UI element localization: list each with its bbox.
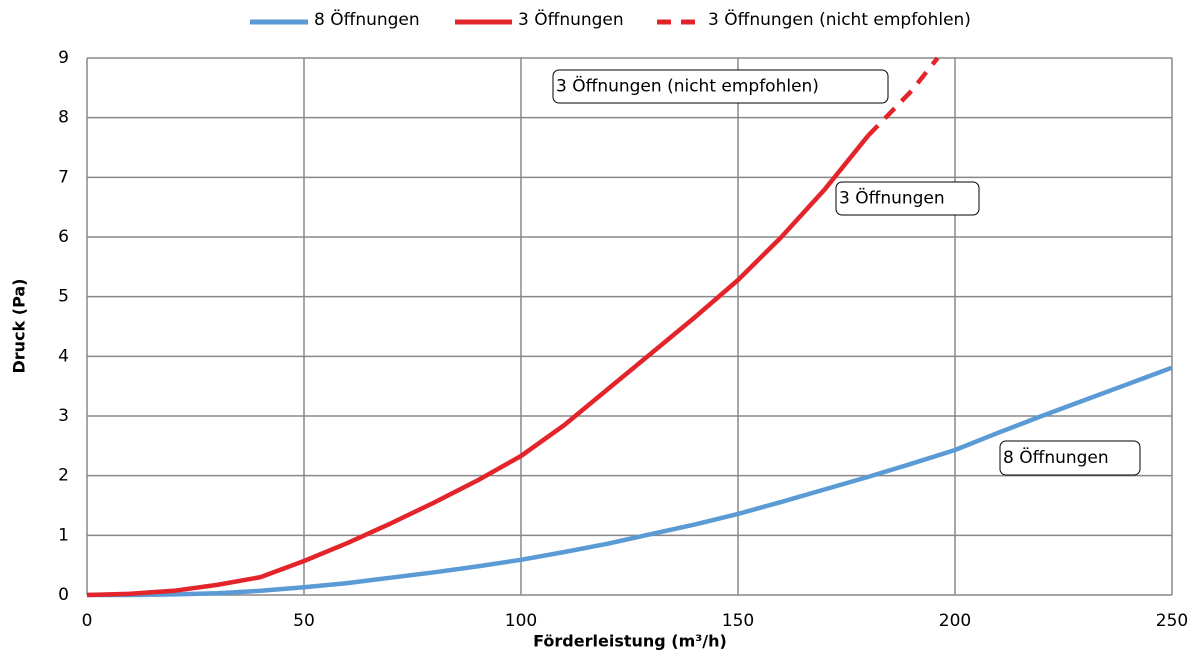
y-tick-label: 6 [58, 227, 69, 247]
series-line [86, 134, 870, 598]
y-tick-label: 1 [58, 525, 69, 545]
annotation-box [999, 440, 1141, 476]
legend-label: 8 Öffnungen [314, 8, 420, 30]
x-tick-label: 100 [505, 611, 537, 631]
y-tick-label: 9 [58, 48, 69, 68]
x-tick-label: 0 [82, 611, 93, 631]
x-tick-label: 250 [1156, 611, 1188, 631]
y-tick-label: 3 [58, 406, 69, 426]
x-axis-label: Förderleistung (m³/h) [533, 632, 727, 651]
annotation: 8 Öffnungen [1003, 446, 1109, 468]
y-tick-label: 4 [58, 346, 69, 366]
legend-label: 3 Öffnungen [518, 8, 624, 30]
annotation: 3 Öffnungen [839, 187, 945, 209]
series-line [87, 365, 1173, 598]
y-tick-label: 5 [58, 287, 69, 307]
annotation-box [835, 181, 980, 216]
annotation: 3 Öffnungen (nicht empfohlen) [556, 75, 819, 97]
legend-label: 3 Öffnungen (nicht empfohlen) [708, 8, 971, 30]
y-tick-label: 0 [58, 585, 69, 605]
x-tick-label: 50 [293, 611, 315, 631]
y-tick-label: 8 [58, 108, 69, 128]
y-tick-label: 2 [58, 466, 69, 486]
y-axis-label: Druck (Pa) [10, 279, 29, 374]
x-tick-label: 200 [939, 611, 971, 631]
x-tick-label: 150 [722, 611, 754, 631]
annotation-box [552, 69, 889, 104]
y-tick-label: 7 [58, 167, 69, 187]
